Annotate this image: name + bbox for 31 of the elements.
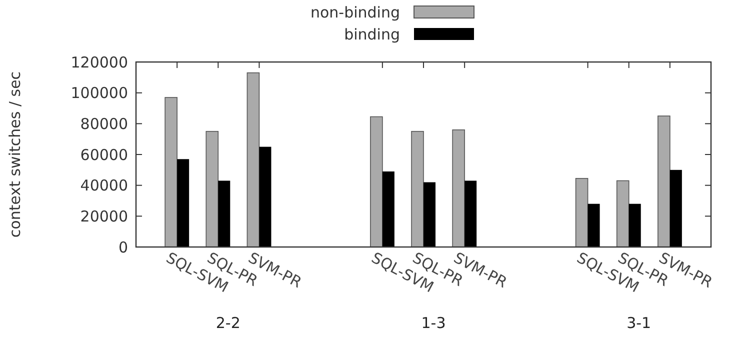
y-tick-label: 120000 (70, 53, 128, 72)
y-axis-title: context switches / sec (6, 71, 24, 238)
y-tick-label: 100000 (70, 84, 128, 102)
text: 3-1 (626, 314, 652, 332)
y-tick-label: 80000 (80, 114, 128, 133)
y-tick-label: 40000 (80, 176, 128, 195)
bar (411, 130, 424, 248)
text: 1-3 (421, 314, 446, 332)
bar (658, 116, 670, 248)
bar (424, 182, 436, 247)
bar (382, 171, 394, 247)
bar (246, 72, 260, 248)
bar (370, 116, 383, 248)
bar (464, 180, 477, 247)
bar (670, 170, 682, 247)
bar (164, 97, 178, 248)
bar (177, 159, 190, 247)
bar (588, 204, 600, 247)
bar (206, 130, 219, 248)
legend-label: non-binding (310, 3, 400, 22)
bar (452, 129, 465, 248)
legend-label: binding (344, 25, 400, 44)
text: 2-2 (216, 314, 240, 332)
y-tick-label: 0 (118, 238, 128, 256)
y-tick-label: 20000 (80, 207, 128, 226)
bar (575, 178, 588, 248)
bar (259, 146, 272, 247)
bar (616, 180, 630, 248)
y-tick-label: 60000 (80, 146, 128, 164)
bar (218, 180, 230, 247)
bar (628, 204, 641, 247)
